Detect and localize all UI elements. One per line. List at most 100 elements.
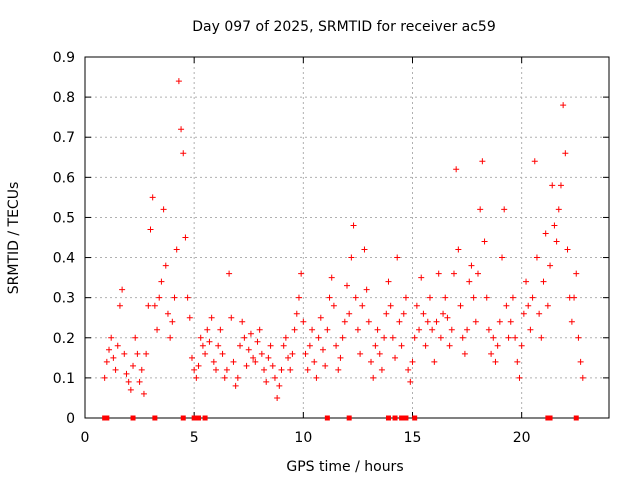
data-point xyxy=(529,294,536,301)
x-tick-label: 0 xyxy=(81,430,90,446)
data-point xyxy=(420,310,427,317)
data-point xyxy=(123,370,130,377)
data-point xyxy=(536,310,543,317)
data-point xyxy=(330,302,337,309)
data-point xyxy=(324,326,331,333)
data-point xyxy=(413,302,420,309)
data-point xyxy=(295,294,302,301)
data-point xyxy=(531,158,538,165)
data-point xyxy=(315,334,322,341)
data-point xyxy=(197,334,204,341)
data-point xyxy=(560,102,567,109)
y-tick-label: 0.5 xyxy=(53,210,75,226)
data-point xyxy=(416,326,423,333)
data-point xyxy=(499,254,506,261)
zero-marker xyxy=(346,415,352,421)
data-point xyxy=(512,334,519,341)
data-point xyxy=(110,354,117,361)
data-point xyxy=(516,374,523,381)
zero-marker xyxy=(399,415,405,421)
data-point xyxy=(344,282,350,289)
data-point xyxy=(226,270,233,277)
plot-frame xyxy=(84,56,610,419)
data-point xyxy=(422,342,429,349)
data-point xyxy=(455,246,462,253)
data-point xyxy=(252,358,259,365)
y-tick-labels: 0 0.1 0.2 0.3 0.4 0.5 0.6 0.7 0.8 0.9 xyxy=(53,50,75,427)
y-grid xyxy=(85,56,609,419)
data-point xyxy=(271,374,278,381)
data-point xyxy=(374,326,381,333)
data-point xyxy=(472,318,479,325)
data-point xyxy=(136,378,143,385)
data-point xyxy=(145,302,152,309)
data-point xyxy=(381,334,388,341)
data-point xyxy=(555,206,562,213)
data-point xyxy=(199,342,206,349)
data-point xyxy=(444,314,451,321)
data-point xyxy=(538,334,545,341)
data-point xyxy=(481,238,488,245)
data-point xyxy=(437,334,444,341)
data-point xyxy=(429,326,436,333)
data-point xyxy=(475,270,481,277)
data-point xyxy=(392,354,399,361)
data-point xyxy=(195,362,202,369)
data-point xyxy=(483,294,490,301)
data-point xyxy=(112,366,119,373)
data-point xyxy=(368,358,375,365)
data-point xyxy=(457,302,464,309)
data-point xyxy=(245,346,252,353)
data-point xyxy=(542,230,549,237)
data-point xyxy=(365,318,372,325)
data-point xyxy=(243,362,250,369)
zero-marker xyxy=(196,415,202,421)
zero-marker xyxy=(547,415,553,421)
data-point xyxy=(188,354,195,361)
data-point xyxy=(352,294,359,301)
data-point xyxy=(464,326,471,333)
data-point xyxy=(496,318,503,325)
zero-marker xyxy=(130,415,136,421)
data-point xyxy=(525,302,532,309)
data-point xyxy=(557,182,564,189)
data-point xyxy=(553,238,560,245)
data-point xyxy=(160,206,167,213)
data-point xyxy=(239,318,246,325)
data-point xyxy=(306,342,313,349)
zero-marker xyxy=(152,415,158,421)
data-point xyxy=(544,302,551,309)
data-point xyxy=(267,342,274,349)
data-point xyxy=(466,278,473,285)
data-point xyxy=(116,302,123,309)
data-point xyxy=(494,342,501,349)
data-point xyxy=(287,366,294,373)
data-point xyxy=(258,350,265,357)
data-point xyxy=(125,378,132,385)
data-point xyxy=(213,366,219,373)
data-point xyxy=(191,366,198,373)
data-point xyxy=(523,278,530,285)
data-point xyxy=(180,150,187,157)
x-tick-label: 20 xyxy=(513,430,531,446)
data-point xyxy=(446,342,453,349)
data-point xyxy=(228,314,235,321)
data-point xyxy=(509,294,516,301)
data-point xyxy=(282,334,289,341)
data-point xyxy=(328,274,335,281)
data-point xyxy=(261,366,268,373)
data-point xyxy=(149,194,156,201)
data-point xyxy=(354,326,361,333)
y-tick-label: 0.4 xyxy=(53,251,75,267)
x-grid xyxy=(84,57,523,418)
data-point xyxy=(156,294,163,301)
data-point xyxy=(490,334,497,341)
data-point xyxy=(507,318,514,325)
data-point xyxy=(514,358,521,365)
data-point xyxy=(138,366,145,373)
data-point xyxy=(158,278,165,285)
data-point xyxy=(127,386,134,393)
data-point xyxy=(433,318,440,325)
data-point xyxy=(335,366,342,373)
